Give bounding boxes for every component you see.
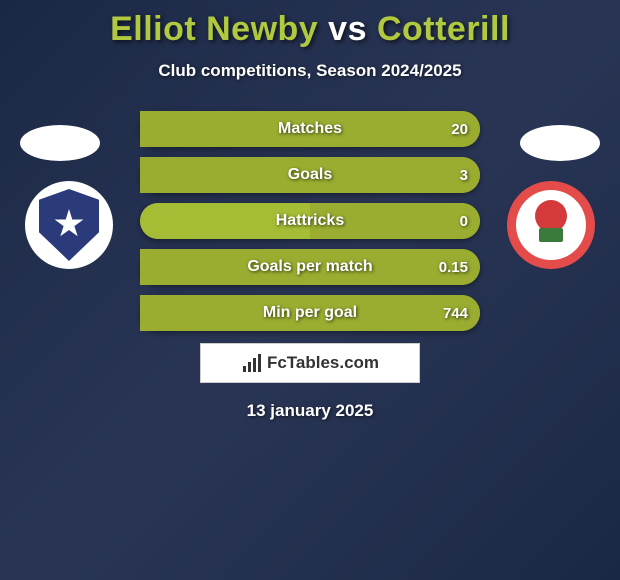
stat-label: Matches [140, 120, 480, 138]
player1-club-badge [25, 181, 113, 269]
player2-photo [520, 125, 600, 161]
subtitle: Club competitions, Season 2024/2025 [0, 61, 620, 81]
stat-label: Goals [140, 166, 480, 184]
club1-crest-icon [39, 189, 99, 261]
stat-bar: Goals3 [140, 157, 480, 193]
stat-value-right: 3 [460, 167, 468, 184]
stat-value-right: 0.15 [439, 259, 468, 276]
stat-value-right: 20 [451, 121, 468, 138]
logo-text: FcTables.com [267, 353, 379, 373]
stat-label: Hattricks [140, 212, 480, 230]
stat-value-right: 0 [460, 213, 468, 230]
player2-club-badge [507, 181, 595, 269]
stat-bar: Goals per match0.15 [140, 249, 480, 285]
date-text: 13 january 2025 [0, 401, 620, 421]
stats-bars: Matches20 Goals3 Hattricks0 Goals per match… [140, 111, 480, 331]
stat-bar: Matches20 [140, 111, 480, 147]
club2-crest-icon [516, 190, 586, 260]
stat-bar: Min per goal744 [140, 295, 480, 331]
content-area: Matches20 Goals3 Hattricks0 Goals per match… [0, 111, 620, 421]
player2-name: Cotterill [377, 10, 510, 48]
stat-label: Goals per match [140, 258, 480, 276]
stat-value-right: 744 [443, 305, 468, 322]
fctables-logo[interactable]: FcTables.com [200, 343, 420, 383]
vs-text: vs [328, 10, 367, 48]
player1-photo [20, 125, 100, 161]
chart-icon [241, 352, 263, 374]
stat-label: Min per goal [140, 304, 480, 322]
stat-bar: Hattricks0 [140, 203, 480, 239]
player1-name: Elliot Newby [110, 10, 318, 48]
page-title: Elliot Newby vs Cotterill [0, 0, 620, 49]
